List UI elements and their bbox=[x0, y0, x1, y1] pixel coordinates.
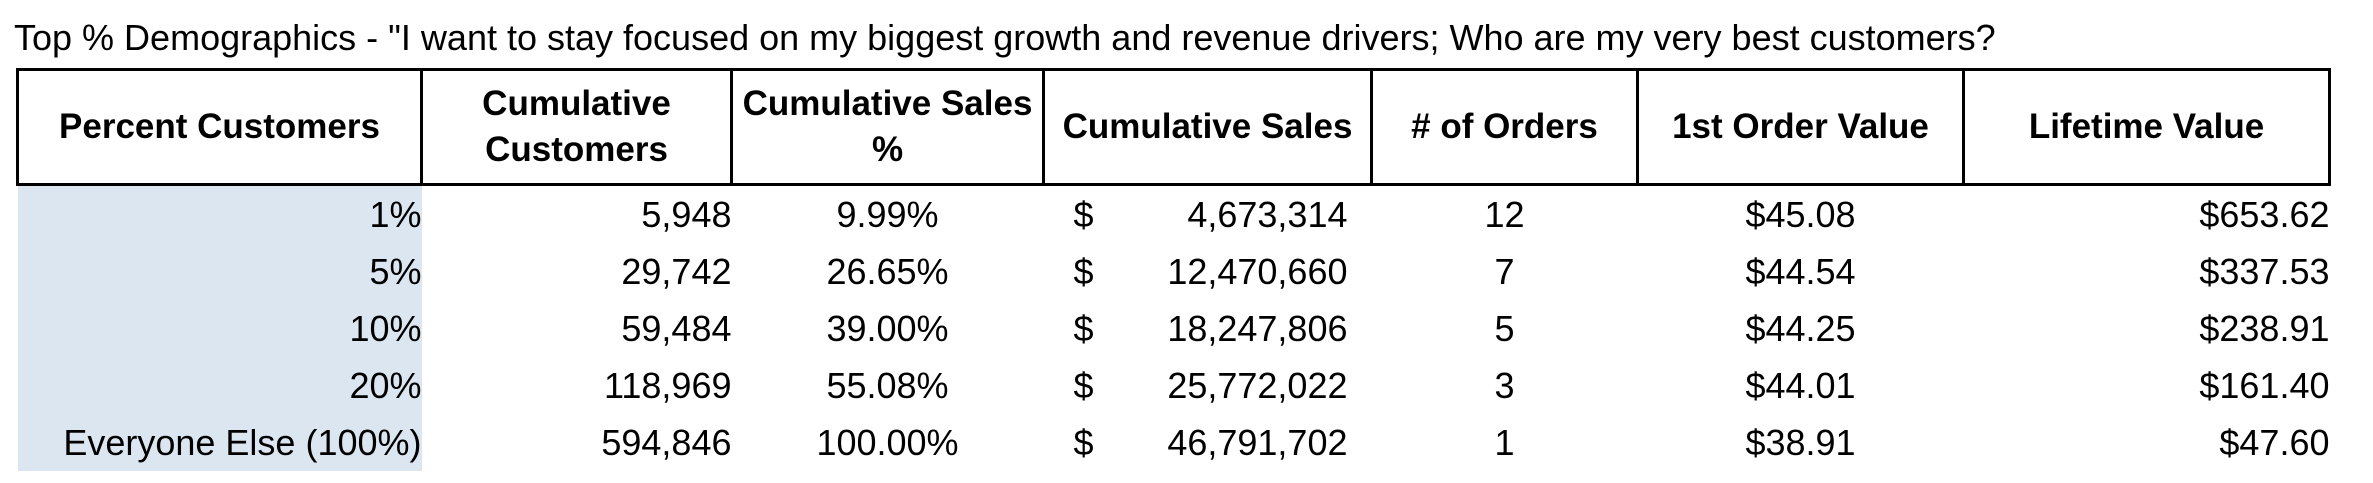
cell-lifetime: $47.60 bbox=[2219, 422, 2330, 463]
cell-sales-pct: 55.08% bbox=[826, 365, 949, 406]
table-row: 1% 5,948 9.99% $4,673,314 12 $45.08 $653… bbox=[17, 184, 2330, 244]
cell-sales: $18,247,806 bbox=[1044, 300, 1372, 357]
header-row: Percent Customers Cumulative Customers C… bbox=[16, 68, 2331, 186]
currency-symbol: $ bbox=[1073, 422, 1094, 463]
cell-sales: $12,470,660 bbox=[1044, 243, 1372, 300]
header-cumulative-sales-pct: Cumulative Sales % bbox=[730, 68, 1045, 186]
currency-symbol: $ bbox=[1073, 308, 1094, 349]
cell-percent: 5% bbox=[17, 243, 422, 300]
table-row: 10% 59,484 39.00% $18,247,806 5 $44.25 $… bbox=[17, 300, 2330, 357]
cell-customers: 118,969 bbox=[604, 365, 732, 406]
table-row: Everyone Else (100%) 594,846 100.00% $46… bbox=[17, 414, 2330, 471]
demographics-table: Percent Customers Cumulative Customers C… bbox=[16, 68, 2331, 471]
cell-first-order: $44.25 bbox=[1745, 308, 1856, 349]
cell-customers: 594,846 bbox=[601, 422, 732, 463]
header-cumulative-sales: Cumulative Sales bbox=[1042, 68, 1373, 186]
cell-customers: 29,742 bbox=[621, 251, 732, 292]
sales-amount: 46,791,702 bbox=[1167, 422, 1348, 463]
currency-symbol: $ bbox=[1073, 365, 1094, 406]
cell-customers: 59,484 bbox=[621, 308, 732, 349]
cell-percent: 1% bbox=[17, 184, 422, 243]
table-row: 20% 118,969 55.08% $25,772,022 3 $44.01 … bbox=[17, 357, 2330, 414]
cell-sales-pct: 26.65% bbox=[826, 251, 949, 292]
table-header: Percent Customers Cumulative Customers C… bbox=[16, 68, 2331, 186]
cell-first-order: $45.08 bbox=[1745, 194, 1856, 235]
cell-percent: 10% bbox=[17, 300, 422, 357]
header-percent-customers: Percent Customers bbox=[16, 68, 423, 186]
header-num-orders: # of Orders bbox=[1370, 68, 1639, 186]
cell-orders: 12 bbox=[1484, 194, 1525, 235]
cell-lifetime: $337.53 bbox=[2199, 251, 2330, 292]
currency-symbol: $ bbox=[1073, 194, 1094, 235]
header-cumulative-customers: Cumulative Customers bbox=[420, 68, 733, 186]
cell-orders: 3 bbox=[1494, 365, 1515, 406]
cell-lifetime: $238.91 bbox=[2199, 308, 2330, 349]
sales-amount: 25,772,022 bbox=[1167, 365, 1348, 406]
cell-sales: $4,673,314 bbox=[1044, 185, 1372, 244]
currency-symbol: $ bbox=[1073, 251, 1094, 292]
table-row: 5% 29,742 26.65% $12,470,660 7 $44.54 $3… bbox=[17, 243, 2330, 300]
header-lifetime-value: Lifetime Value bbox=[1962, 68, 2331, 186]
cell-lifetime: $653.62 bbox=[2199, 194, 2330, 235]
sheet-title: Top % Demographics - "I want to stay foc… bbox=[14, 17, 1996, 58]
cell-sales-pct: 100.00% bbox=[816, 422, 959, 463]
cell-orders: 1 bbox=[1494, 422, 1515, 463]
cell-customers: 5,948 bbox=[641, 194, 732, 235]
cell-sales-pct: 39.00% bbox=[826, 308, 949, 349]
cell-sales: $46,791,702 bbox=[1044, 414, 1372, 471]
cell-first-order: $44.54 bbox=[1745, 251, 1856, 292]
sales-amount: 18,247,806 bbox=[1167, 308, 1348, 349]
header-first-order-value: 1st Order Value bbox=[1636, 68, 1965, 186]
cell-sales: $25,772,022 bbox=[1044, 357, 1372, 414]
cell-sales-pct: 9.99% bbox=[836, 194, 939, 235]
sales-amount: 4,673,314 bbox=[1187, 194, 1348, 235]
cell-first-order: $44.01 bbox=[1745, 365, 1856, 406]
cell-percent: Everyone Else (100%) bbox=[17, 414, 422, 471]
sales-amount: 12,470,660 bbox=[1167, 251, 1348, 292]
cell-orders: 5 bbox=[1494, 308, 1515, 349]
cell-percent: 20% bbox=[17, 357, 422, 414]
cell-orders: 7 bbox=[1494, 251, 1515, 292]
table-body: 1% 5,948 9.99% $4,673,314 12 $45.08 $653… bbox=[17, 184, 2330, 471]
cell-first-order: $38.91 bbox=[1745, 422, 1856, 463]
cell-lifetime: $161.40 bbox=[2199, 365, 2330, 406]
